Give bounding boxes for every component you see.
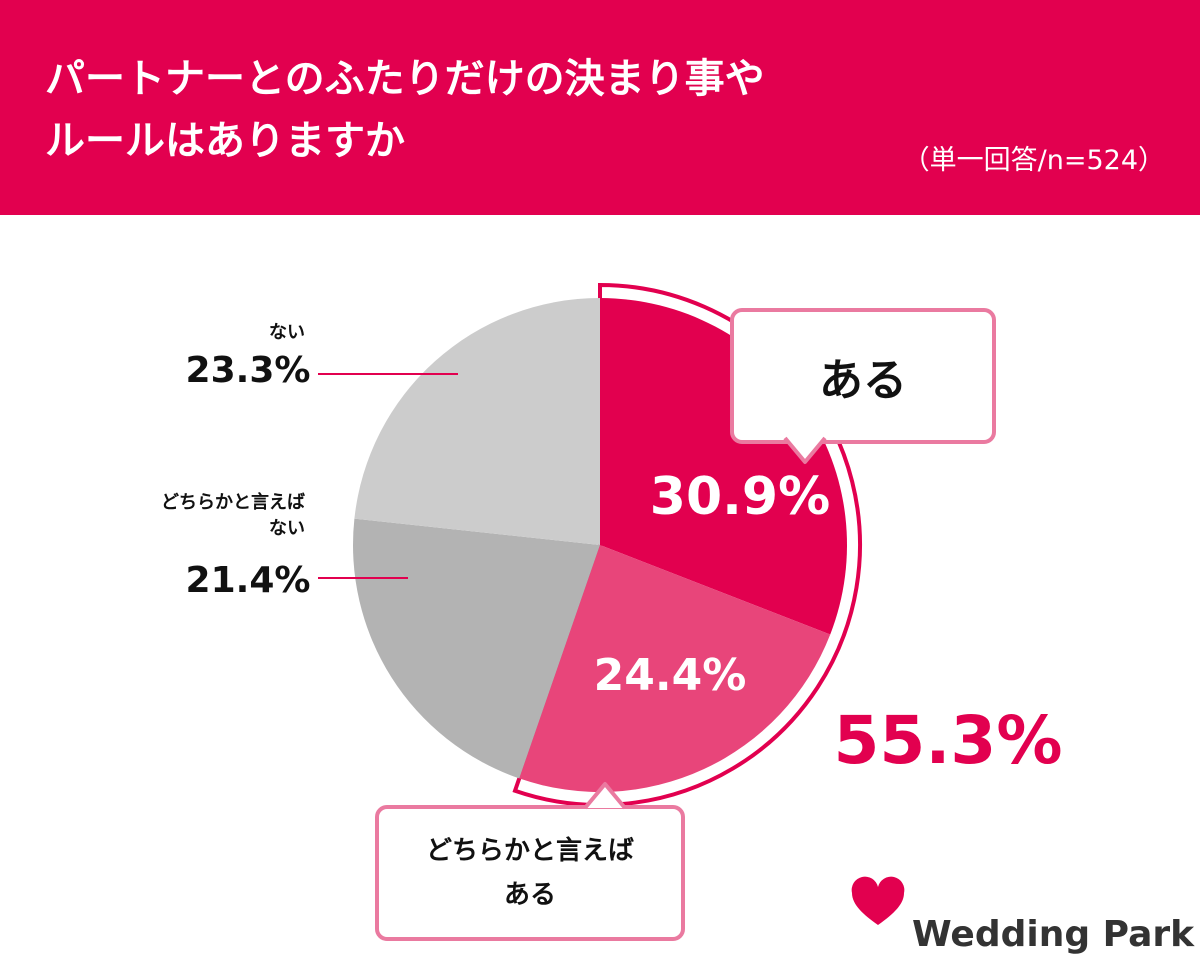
chart-subtitle: （単一回答/n=524） bbox=[902, 145, 1165, 176]
category-label: ない bbox=[269, 322, 305, 343]
pie-slice bbox=[354, 298, 600, 545]
annotation-label: 55.3% bbox=[834, 702, 1063, 779]
logo-text: Wedding Park bbox=[912, 914, 1195, 955]
pie-slice bbox=[353, 518, 600, 779]
header-band bbox=[0, 0, 1200, 215]
callout: ある bbox=[730, 308, 996, 444]
value-label: 21.4% bbox=[186, 560, 311, 601]
pie-slice bbox=[519, 545, 831, 793]
category-label: ある bbox=[819, 355, 907, 406]
callout: どちらかと言えばある bbox=[375, 805, 685, 941]
chart-title: パートナーとのふたりだけの決まり事やルールはありますか bbox=[45, 56, 765, 164]
value-label: 30.9% bbox=[650, 467, 830, 527]
category-label: どちらかと言えばない bbox=[161, 492, 305, 539]
category-label: どちらかと言えばある bbox=[425, 836, 634, 910]
value-label: 23.3% bbox=[186, 350, 311, 391]
value-label: 24.4% bbox=[594, 650, 747, 701]
logo-heart bbox=[851, 876, 905, 925]
